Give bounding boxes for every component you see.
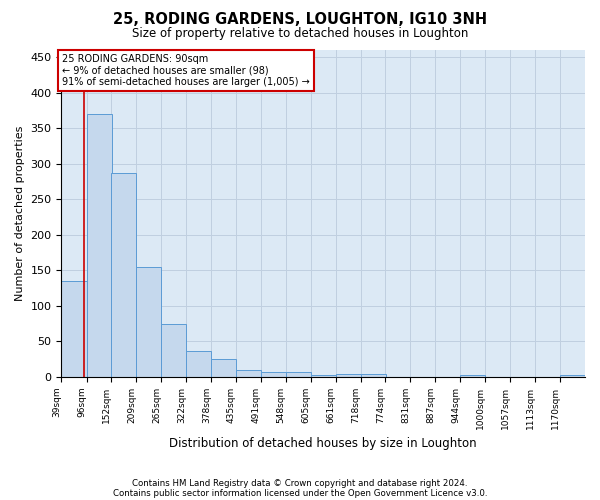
Bar bbox=[460, 376, 485, 377]
Text: Contains public sector information licensed under the Open Government Licence v3: Contains public sector information licen… bbox=[113, 488, 487, 498]
Text: 25, RODING GARDENS, LOUGHTON, IG10 3NH: 25, RODING GARDENS, LOUGHTON, IG10 3NH bbox=[113, 12, 487, 28]
Bar bbox=[560, 376, 585, 377]
Bar bbox=[186, 351, 211, 377]
Bar bbox=[335, 374, 361, 377]
Bar bbox=[236, 370, 261, 377]
X-axis label: Distribution of detached houses by size in Loughton: Distribution of detached houses by size … bbox=[169, 437, 477, 450]
Text: Contains HM Land Registry data © Crown copyright and database right 2024.: Contains HM Land Registry data © Crown c… bbox=[132, 478, 468, 488]
Bar bbox=[260, 372, 286, 377]
Bar bbox=[136, 266, 161, 377]
Y-axis label: Number of detached properties: Number of detached properties bbox=[15, 126, 25, 301]
Bar bbox=[161, 324, 186, 377]
Bar bbox=[211, 359, 236, 377]
Bar bbox=[361, 374, 386, 377]
Bar bbox=[311, 374, 336, 377]
Text: Size of property relative to detached houses in Loughton: Size of property relative to detached ho… bbox=[132, 28, 468, 40]
Bar bbox=[86, 114, 112, 377]
Text: 25 RODING GARDENS: 90sqm
← 9% of detached houses are smaller (98)
91% of semi-de: 25 RODING GARDENS: 90sqm ← 9% of detache… bbox=[62, 54, 310, 88]
Bar bbox=[61, 281, 86, 377]
Bar bbox=[111, 173, 136, 377]
Bar bbox=[286, 372, 311, 377]
